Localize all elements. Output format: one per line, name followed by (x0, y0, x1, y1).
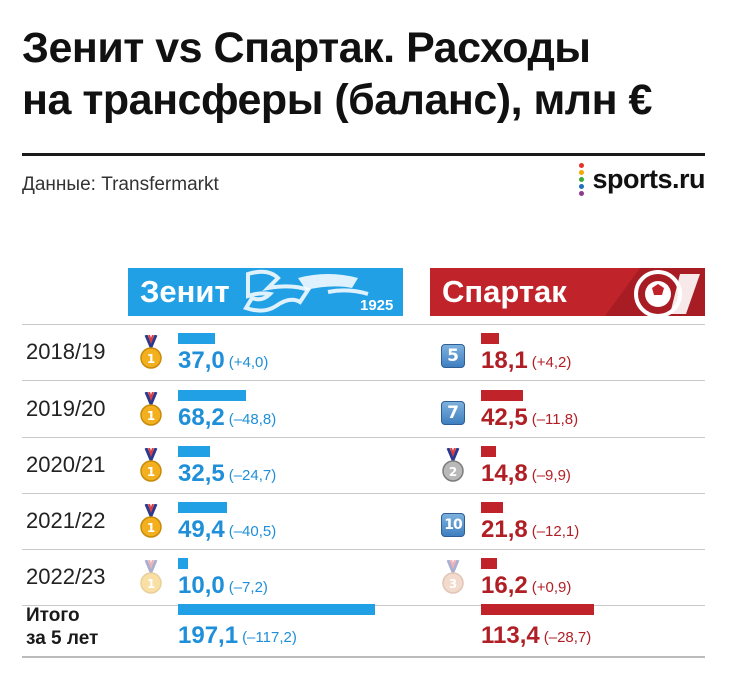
zenit-spend: 49,4 (178, 516, 225, 543)
spartak-place-medal-icon: 3 (442, 559, 464, 596)
spartak-place-badge-icon: 10 (441, 513, 465, 537)
zenit-value-label: 37,0 (+4,0) (178, 347, 268, 378)
zenit-balance: (–48,8) (228, 411, 277, 428)
svg-text:1: 1 (147, 409, 155, 423)
spartak-place-medal-icon: 2 (442, 447, 464, 484)
zenit-balance: (–7,2) (228, 579, 268, 596)
svg-text:1: 1 (147, 352, 155, 366)
zenit-value-label: 68,2 (–48,8) (178, 404, 276, 435)
zenit-balance: (–40,5) (228, 523, 277, 540)
zenit-total-bar (178, 604, 375, 615)
spartak-total-balance: (–28,7) (543, 629, 592, 646)
spartak-bar (481, 446, 496, 457)
spartak-value-label: 21,8 (–12,1) (481, 516, 579, 547)
spartak-value-label: 42,5 (–11,8) (481, 404, 578, 435)
spartak-spend: 21,8 (481, 516, 528, 543)
zenit-header: 1925 Зенит (128, 268, 403, 316)
spartak-value-label: 18,1 (+4,2) (481, 347, 571, 378)
spartak-value-label: 16,2 (+0,9) (481, 572, 571, 603)
svg-text:3: 3 (449, 577, 457, 591)
spartak-spend: 18,1 (481, 347, 528, 374)
zenit-balance: (+4,0) (228, 354, 269, 371)
svg-text:1: 1 (147, 465, 155, 479)
spartak-balance: (–9,9) (531, 467, 571, 484)
season-label: 2021/22 (26, 508, 106, 533)
data-source: Данные: Transfermarkt (22, 174, 219, 195)
zenit-value-label: 10,0 (–7,2) (178, 572, 268, 603)
total-label-line-1: Итого (26, 605, 80, 626)
zenit-place-medal-icon: 1 (140, 559, 162, 596)
spartak-spend: 16,2 (481, 572, 528, 599)
zenit-spend: 10,0 (178, 572, 225, 599)
season-label: 2018/19 (26, 339, 106, 364)
table-bottom-rule (22, 656, 705, 658)
sports-ru-logo: sports.ru (579, 162, 705, 196)
zenit-value-label: 49,4 (–40,5) (178, 516, 276, 547)
zenit-bar (178, 558, 188, 569)
row-divider (22, 493, 705, 494)
zenit-balance: (–24,7) (228, 467, 277, 484)
zenit-value-label: 32,5 (–24,7) (178, 460, 276, 491)
zenit-spend: 68,2 (178, 404, 225, 431)
zenit-spend: 32,5 (178, 460, 225, 487)
spartak-total-value: 113,4 (–28,7) (481, 622, 591, 653)
season-label: 2022/23 (26, 564, 106, 589)
spartak-spend: 42,5 (481, 404, 528, 431)
season-label: 2020/21 (26, 452, 106, 477)
logo-dots-icon (579, 163, 589, 196)
spartak-balance: (–12,1) (531, 523, 580, 540)
spartak-place-badge-icon: 7 (441, 401, 465, 425)
title-line-2: на трансферы (баланс), млн € (22, 76, 652, 124)
row-divider (22, 437, 705, 438)
spartak-total-spend: 113,4 (481, 622, 540, 649)
zenit-logo-mark: 1925 (243, 269, 393, 314)
spartak-logo-mark (605, 268, 705, 316)
zenit-bar (178, 390, 246, 401)
zenit-bar (178, 446, 210, 457)
zenit-spend: 37,0 (178, 347, 225, 374)
total-label: Итого за 5 лет (26, 604, 98, 650)
title-line-1: Зенит vs Спартак. Расходы (22, 24, 591, 72)
zenit-total-balance: (–117,2) (242, 629, 297, 646)
total-label-line-2: за 5 лет (26, 628, 99, 649)
row-divider (22, 324, 705, 325)
spartak-spend: 14,8 (481, 460, 528, 487)
zenit-header-label: Зенит (140, 274, 230, 309)
zenit-logo-year: 1925 (360, 297, 393, 314)
zenit-place-medal-icon: 1 (140, 503, 162, 540)
zenit-place-medal-icon: 1 (140, 447, 162, 484)
zenit-place-medal-icon: 1 (140, 334, 162, 371)
spartak-value-label: 14,8 (–9,9) (481, 460, 571, 491)
zenit-bar (178, 333, 215, 344)
chart-title: Зенит vs Спартак. Расходы на трансферы (… (22, 22, 712, 126)
zenit-place-medal-icon: 1 (140, 391, 162, 428)
spartak-header-label: Спартак (442, 274, 567, 309)
spartak-bar (481, 502, 503, 513)
spartak-bar (481, 558, 497, 569)
spartak-header: Спартак (430, 268, 705, 316)
spartak-balance: (+4,2) (531, 354, 572, 371)
title-divider (22, 153, 705, 156)
row-divider (22, 380, 705, 381)
spartak-place-badge-icon: 5 (441, 344, 465, 368)
season-label: 2019/20 (26, 396, 106, 421)
svg-text:1: 1 (147, 521, 155, 535)
svg-text:2: 2 (449, 465, 457, 479)
row-divider (22, 549, 705, 550)
svg-text:1: 1 (147, 577, 155, 591)
spartak-total-bar (481, 604, 594, 615)
spartak-balance: (+0,9) (531, 579, 572, 596)
zenit-bar (178, 502, 227, 513)
brand-name: sports.ru (592, 163, 705, 194)
spartak-bar (481, 390, 523, 401)
zenit-total-value: 197,1 (–117,2) (178, 622, 297, 653)
spartak-bar (481, 333, 499, 344)
zenit-total-spend: 197,1 (178, 622, 239, 649)
spartak-balance: (–11,8) (531, 411, 579, 428)
